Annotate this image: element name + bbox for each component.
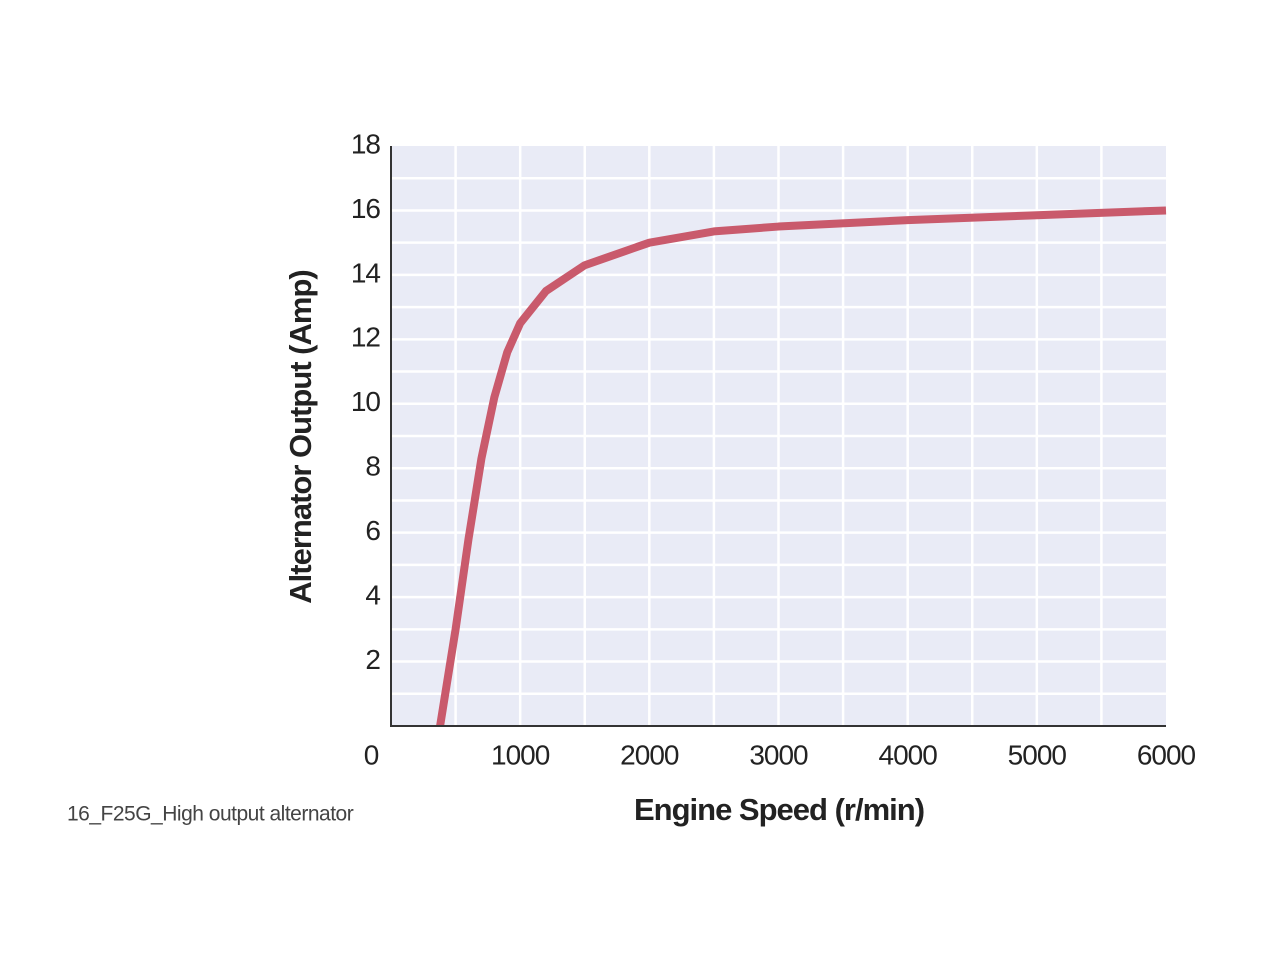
caption: 16_F25G_High output alternator [67,803,354,826]
x-tick-label: 0 [364,739,379,770]
x-tick-label: 1000 [491,739,550,770]
y-tick-label: 18 [351,128,381,159]
x-tick-label: 3000 [749,739,808,770]
y-tick-label: 16 [351,193,381,224]
y-tick-label: 4 [365,580,380,611]
x-tick-label: 6000 [1137,739,1196,770]
data-line [436,206,1167,727]
x-tick-label: 4000 [879,739,938,770]
y-tick-label: 14 [351,257,381,288]
y-tick-label: 8 [365,451,380,482]
y-tick-label: 12 [351,322,381,353]
x-tick-label: 5000 [1008,739,1067,770]
x-tick-label: 2000 [620,739,679,770]
x-axis-title: Engine Speed (r/min) [634,792,924,827]
y-axis-title: Alternator Output (Amp) [283,270,318,603]
y-tick-label: 10 [351,386,381,417]
y-tick-label: 2 [365,644,380,675]
y-tick-label: 6 [365,515,380,546]
